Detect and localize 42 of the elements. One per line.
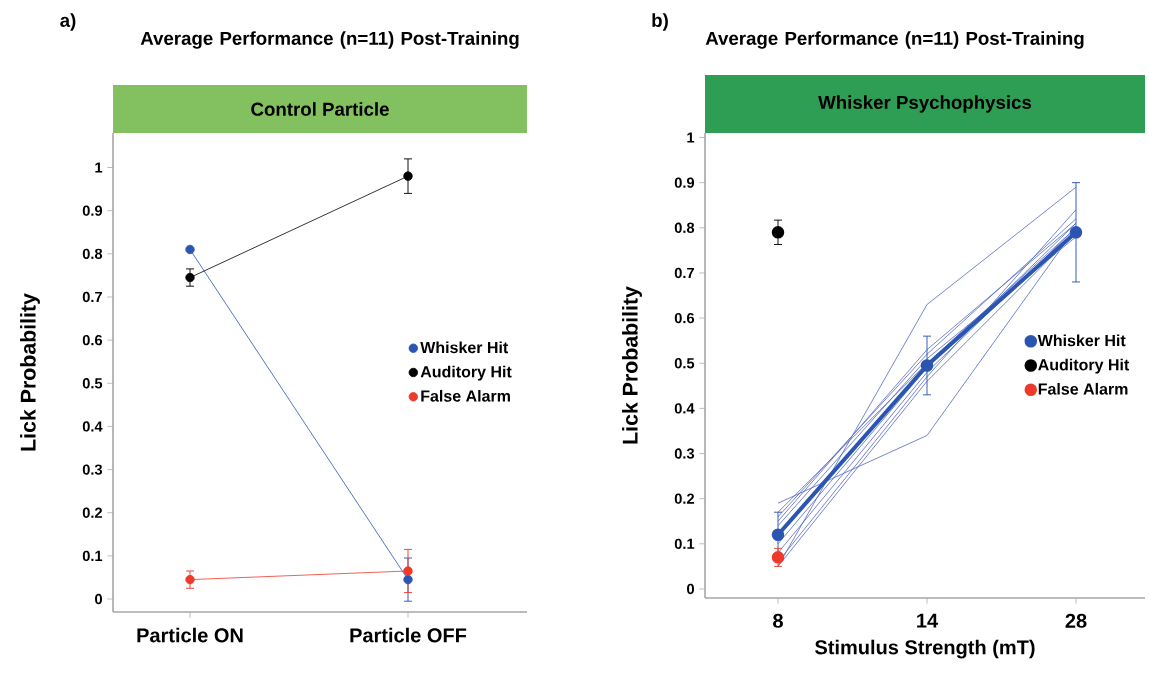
- x-axis-title: Stimulus Strength (mT): [815, 639, 1035, 659]
- y-tick-label: 0.8: [82, 248, 103, 260]
- y-tick-label: 0.2: [82, 507, 103, 518]
- chart-subtitle: Control Particle: [251, 102, 389, 116]
- y-tick-label: 0.5: [674, 358, 695, 369]
- y-tick-label: 0: [687, 583, 694, 595]
- chart-title: Average Performance (n=11) Post-Training: [705, 31, 1084, 49]
- y-tick-label: 1: [687, 132, 695, 143]
- x-tick-label: 14: [917, 613, 939, 628]
- text: a): [60, 13, 76, 31]
- legend-label: Auditory Hit: [420, 365, 512, 381]
- y-axis-title: Lick Probability: [20, 293, 40, 451]
- chart-title: Average Performance (n=11) Post-Training: [140, 31, 519, 49]
- y-tick-label: 0.3: [82, 464, 103, 475]
- x-tick-label: 28: [1065, 613, 1087, 628]
- y-tick-label: 0.8: [674, 222, 695, 233]
- chart-subtitle: Whisker Psychophysics: [818, 95, 1032, 113]
- legend-label: Whisker Hit: [420, 341, 509, 354]
- x-tick-label: Particle ON: [137, 627, 243, 643]
- y-tick-label: 1: [95, 162, 103, 173]
- y-tick-label: 0.6: [674, 312, 695, 324]
- y-tick-label: 0.7: [674, 267, 694, 279]
- y-tick-label: 0.9: [674, 177, 695, 188]
- legend-label: False Alarm: [1038, 382, 1128, 395]
- text: b): [652, 13, 668, 31]
- legend-label: Whisker Hit: [1037, 334, 1126, 347]
- y-tick-label: 0.4: [82, 421, 103, 432]
- y-tick-label: 0.7: [82, 291, 102, 303]
- y-tick-label: 0.5: [82, 378, 103, 389]
- y-tick-label: 0.2: [674, 493, 695, 504]
- y-tick-label: 0.4: [674, 403, 695, 414]
- y-axis-title: Lick Probability: [622, 286, 642, 444]
- x-tick-label: Particle OFF: [350, 627, 467, 643]
- legend-label: Auditory Hit: [1038, 358, 1130, 374]
- y-tick-label: 0.9: [82, 205, 103, 216]
- y-tick-label: 0.1: [82, 550, 103, 562]
- y-tick-label: 0: [95, 593, 102, 605]
- y-tick-label: 0.1: [674, 538, 695, 550]
- y-tick-label: 0.6: [82, 334, 103, 346]
- x-tick-label: 8: [773, 613, 783, 628]
- legend-label: False Alarm: [421, 389, 510, 402]
- y-tick-label: 0.3: [674, 448, 695, 459]
